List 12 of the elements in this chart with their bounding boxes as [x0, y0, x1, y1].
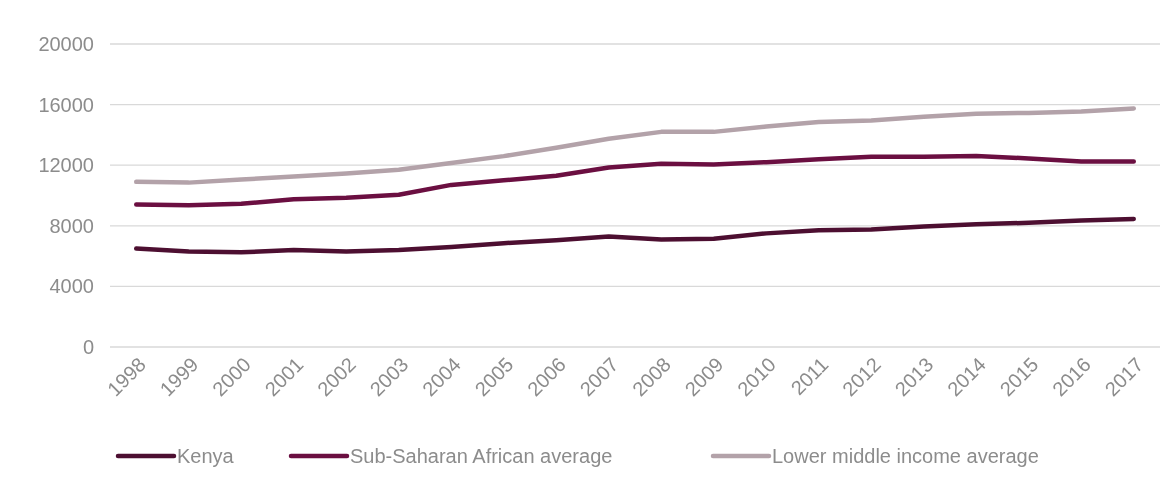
legend-label: Sub-Saharan African average	[350, 445, 613, 467]
legend-label: Kenya	[177, 445, 235, 467]
line-series	[134, 216, 1136, 255]
line-series	[134, 106, 1136, 185]
y-tick-label: 12000	[38, 154, 94, 177]
legend-label: Lower middle income average	[772, 445, 1039, 467]
y-tick-label: 20000	[38, 33, 94, 55]
y-tick-label: 8000	[49, 214, 94, 237]
y-tick-label: 0	[82, 336, 94, 358]
y-tick-label: 4000	[49, 275, 94, 298]
line-series	[134, 153, 1136, 208]
y-tick-label: 16000	[38, 93, 94, 116]
